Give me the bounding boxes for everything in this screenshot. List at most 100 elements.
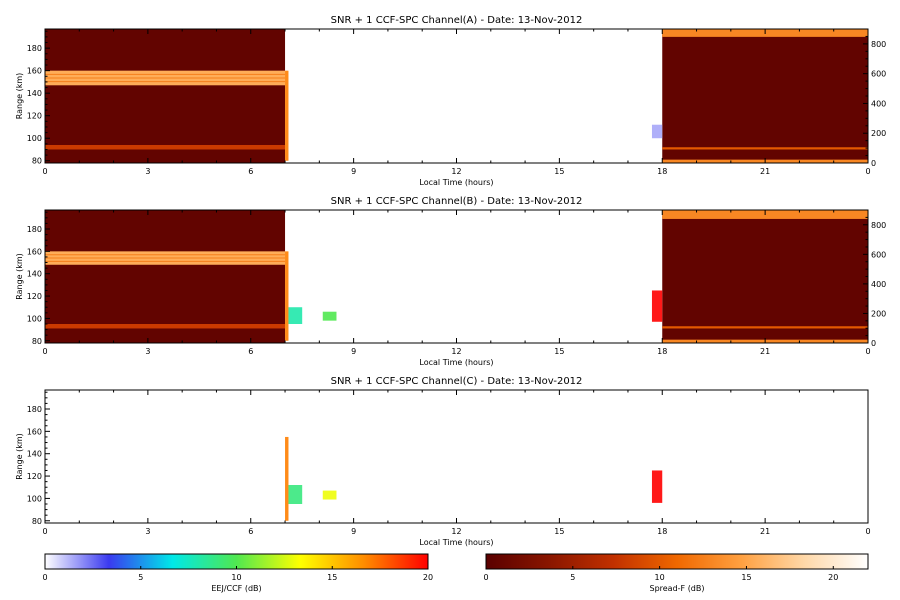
y-tick-label: 140	[27, 89, 42, 98]
x-tick-label: 18	[657, 347, 667, 356]
chart-panel-a: 0 3 6 9 12 15 18 21 0801001201401601800200400600…	[15, 15, 886, 187]
y2-tick-label: 200	[871, 309, 886, 318]
y2-tick-label: 0	[871, 159, 876, 168]
x-tick-label: 15	[554, 527, 564, 536]
heatmap-region-evening	[45, 29, 286, 163]
x-tick-label: 6	[248, 527, 253, 536]
y2-tick-label: 800	[871, 221, 886, 230]
colorbar-label: Spread-F (dB)	[649, 584, 704, 593]
chart-title: SNR + 1 CCF-SPC Channel(B) - Date: 13-No…	[331, 196, 583, 207]
colorbar-tick-label: 10	[231, 573, 241, 582]
y-tick-label: 140	[27, 450, 42, 459]
heatmap-band	[45, 324, 286, 329]
chart-title: SNR + 1 CCF-SPC Channel(A) - Date: 13-No…	[331, 15, 583, 26]
y-tick-label: 100	[27, 134, 42, 143]
x-tick-label: 21	[760, 347, 770, 356]
y2-tick-label: 400	[871, 99, 886, 108]
y-tick-label: 160	[27, 67, 42, 76]
x-tick-label: 18	[657, 527, 667, 536]
colorbar-label: EEJ/CCF (dB)	[211, 584, 261, 593]
y-axis-label: Range (km)	[15, 73, 24, 120]
heatmap-band	[662, 326, 868, 329]
heatmap-patch	[322, 311, 337, 321]
x-tick-label: 15	[554, 167, 564, 176]
colorbar-spread-f: 0 5 10 15 20 Spread-F (dB)	[483, 553, 869, 593]
x-tick-label: 0	[865, 347, 870, 356]
x-axis-label: Local Time (hours)	[419, 178, 493, 187]
y-axis-label: Range (km)	[15, 253, 24, 300]
x-tick-label: 21	[760, 167, 770, 176]
y-tick-label: 100	[27, 314, 42, 323]
heatmap-patch	[288, 307, 303, 324]
y2-tick-label: 600	[871, 250, 886, 259]
y2-tick-label: 200	[871, 129, 886, 138]
heatmap-patch	[288, 485, 303, 504]
x-tick-label: 12	[451, 527, 461, 536]
colorbar-tick-label: 10	[655, 573, 665, 582]
x-tick-label: 3	[145, 167, 150, 176]
y2-tick-label: 0	[871, 339, 876, 348]
y-tick-label: 80	[32, 517, 42, 526]
heatmap-band	[662, 147, 868, 150]
y-tick-label: 140	[27, 270, 42, 279]
colorbar-tick-label: 15	[741, 573, 751, 582]
x-axis-label: Local Time (hours)	[419, 538, 493, 547]
x-tick-label: 9	[351, 167, 356, 176]
y-tick-label: 80	[32, 337, 42, 346]
y-tick-label: 180	[27, 44, 42, 53]
x-tick-label: 0	[865, 167, 870, 176]
x-tick-label: 0	[42, 527, 47, 536]
heatmap-patch	[285, 70, 289, 161]
y2-tick-label: 800	[871, 40, 886, 49]
y-tick-label: 100	[27, 494, 42, 503]
colorbar-tick-label: 20	[828, 573, 838, 582]
y-axis-label: Range (km)	[15, 433, 24, 480]
heatmap-patch	[285, 436, 289, 521]
y-tick-label: 160	[27, 427, 42, 436]
x-tick-label: 15	[554, 347, 564, 356]
heatmap-patch	[651, 124, 663, 139]
x-tick-label: 18	[657, 167, 667, 176]
colorbar-eej-ccf: 0 5 10 15 20 EEJ/CCF (dB)	[42, 553, 433, 593]
heatmap-region-morning	[662, 210, 868, 343]
plot-background	[45, 390, 868, 523]
x-tick-label: 6	[248, 167, 253, 176]
y-tick-label: 120	[27, 292, 42, 301]
x-tick-label: 0	[42, 167, 47, 176]
x-tick-label: 9	[351, 347, 356, 356]
y-tick-label: 120	[27, 472, 42, 481]
x-tick-label: 6	[248, 347, 253, 356]
x-tick-label: 3	[145, 527, 150, 536]
y2-tick-label: 400	[871, 280, 886, 289]
heatmap-patch	[651, 470, 663, 503]
heatmap-region-evening	[45, 210, 286, 343]
heatmap-patch	[285, 251, 289, 341]
colorbar-tick-label: 5	[138, 573, 143, 582]
y-tick-label: 160	[27, 247, 42, 256]
x-tick-label: 0	[865, 527, 870, 536]
y2-tick-label: 600	[871, 70, 886, 79]
colorbar-tick-label: 15	[327, 573, 337, 582]
colorbar-gradient	[485, 553, 869, 570]
x-tick-label: 0	[42, 347, 47, 356]
x-axis-label: Local Time (hours)	[419, 358, 493, 367]
x-tick-label: 12	[451, 167, 461, 176]
x-tick-label: 9	[351, 527, 356, 536]
heatmap-region-morning	[662, 29, 868, 163]
y-tick-label: 180	[27, 405, 42, 414]
colorbar-tick-label: 0	[483, 573, 488, 582]
chart-panel-b: 0 3 6 9 12 15 18 21 0801001201401601800200400600…	[15, 196, 886, 367]
y-tick-label: 120	[27, 112, 42, 121]
heatmap-band	[45, 144, 286, 150]
chart-title: SNR + 1 CCF-SPC Channel(C) - Date: 13-No…	[331, 376, 583, 387]
y-tick-label: 80	[32, 157, 42, 166]
x-tick-label: 3	[145, 347, 150, 356]
colorbar-tick-label: 5	[570, 573, 575, 582]
colorbar-tick-label: 20	[423, 573, 433, 582]
colorbar-tick-label: 0	[42, 573, 47, 582]
x-tick-label: 21	[760, 527, 770, 536]
heatmap-patch	[322, 490, 337, 500]
heatmap-patch	[651, 290, 663, 322]
